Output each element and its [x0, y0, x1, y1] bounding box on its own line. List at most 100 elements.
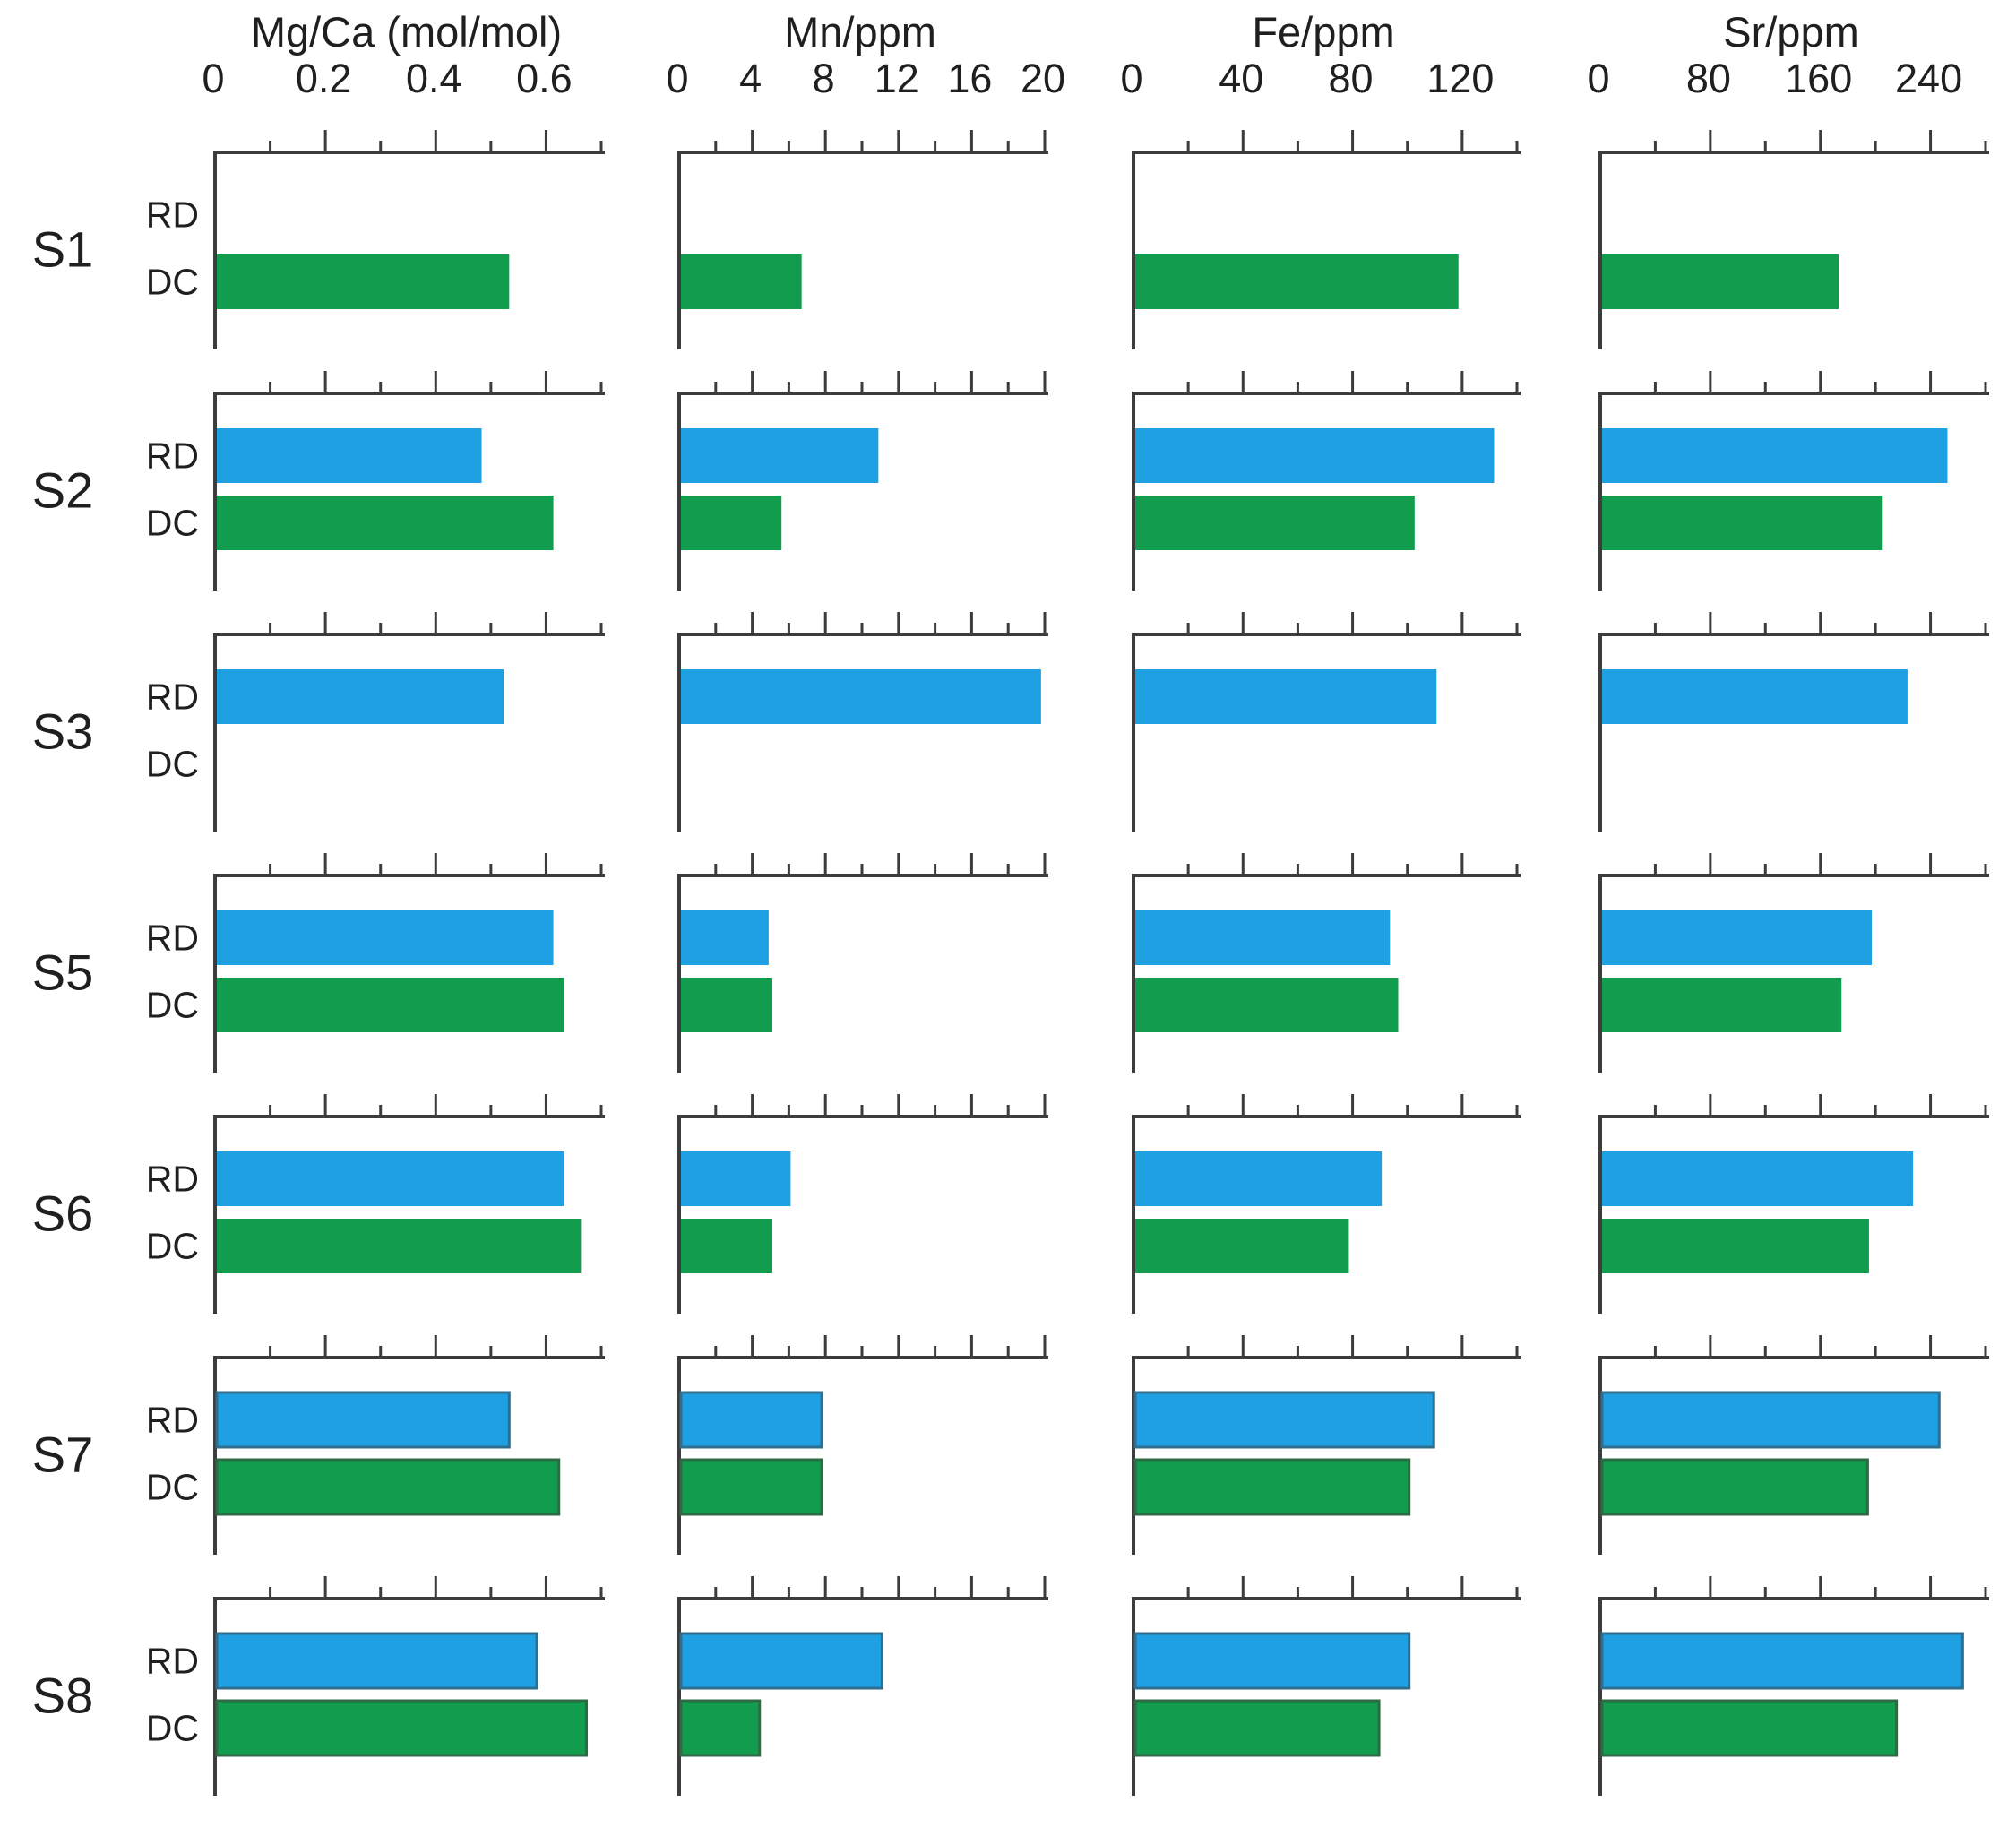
row-label-s8: S8: [31, 1667, 94, 1724]
axis-tick-label: 16: [947, 56, 993, 101]
panel-s3-0: [213, 612, 605, 832]
bar-dc-s5-col0: [217, 978, 564, 1032]
panel-s1-1: [677, 130, 1048, 349]
series-label-dc: DC: [145, 984, 199, 1025]
series-label-rd: RD: [145, 676, 199, 717]
bar-rd-s3-col2: [1135, 669, 1437, 724]
axis-tick-label: 12: [874, 56, 919, 101]
bar-dc-s5-col2: [1135, 978, 1399, 1032]
row-label-s2: S2: [31, 461, 94, 519]
bar-rd-s6-col1: [681, 1151, 791, 1206]
bar-rd-s2-col1: [681, 428, 879, 483]
bar-rd-s3-col1: [681, 669, 1041, 724]
bar-rd-s6-col3: [1602, 1151, 1914, 1206]
series-label-rd: RD: [145, 194, 199, 235]
axis-tick-label: 120: [1426, 56, 1495, 101]
bar-rd-s7-col3: [1600, 1391, 1941, 1449]
panel-s6-2: [1132, 1094, 1521, 1314]
bar-dc-s6-col1: [681, 1219, 772, 1273]
panel-s1-0: [213, 130, 605, 349]
axis-tick-label: 0.4: [406, 56, 462, 101]
bar-rd-s7-col1: [679, 1391, 823, 1449]
series-label-dc: DC: [145, 1707, 199, 1748]
series-label-rd: RD: [145, 1640, 199, 1681]
series-label-dc: DC: [145, 502, 199, 543]
panel-s5-2: [1132, 853, 1521, 1073]
series-label-rd: RD: [145, 1158, 199, 1199]
series-label-dc: DC: [145, 743, 199, 784]
axis-tick-label: 20: [1020, 56, 1066, 101]
panel-s8-0: [213, 1576, 605, 1796]
column-title-3: Sr/ppm: [1723, 8, 1859, 56]
bar-rd-s3-col3: [1602, 669, 1908, 724]
series-label-dc: DC: [145, 1466, 199, 1507]
bar-rd-s7-col0: [215, 1391, 511, 1449]
panel-s2-0: [213, 371, 605, 591]
column-title-1: Mn/ppm: [784, 8, 936, 56]
bar-dc-s2-col1: [681, 496, 782, 550]
bar-rd-s8-col1: [679, 1632, 883, 1690]
panel-s5-1: [677, 853, 1048, 1073]
panel-s2-3: [1598, 371, 1989, 591]
axis-tick-label: 160: [1785, 56, 1853, 101]
row-label-s3: S3: [31, 703, 94, 760]
series-label-dc: DC: [145, 1225, 199, 1266]
row-label-s7: S7: [31, 1426, 94, 1483]
panel-s5-0: [213, 853, 605, 1073]
panel-s6-0: [213, 1094, 605, 1314]
axis-tick-label: 80: [1685, 56, 1731, 101]
bar-dc-s1-col3: [1602, 254, 1839, 309]
panel-s1-3: [1598, 130, 1989, 349]
bar-rd-s2-col2: [1135, 428, 1495, 483]
panel-s3-1: [677, 612, 1048, 832]
bar-dc-s1-col2: [1135, 254, 1459, 309]
bar-dc-s2-col0: [217, 496, 554, 550]
bar-dc-s5-col3: [1602, 978, 1842, 1032]
axis-tick-label: 8: [812, 56, 835, 101]
row-label-s6: S6: [31, 1185, 94, 1242]
bar-dc-s6-col0: [217, 1219, 582, 1273]
bar-dc-s6-col2: [1135, 1219, 1349, 1273]
axis-tick-label: 0: [666, 56, 689, 101]
axis-tick-label: 240: [1895, 56, 1963, 101]
bar-rd-s8-col0: [215, 1632, 538, 1690]
bar-dc-s2-col3: [1602, 496, 1883, 550]
panel-s8-1: [677, 1576, 1048, 1796]
bar-rd-s8-col3: [1600, 1632, 1964, 1690]
panel-s3-3: [1598, 612, 1989, 832]
series-label-dc: DC: [145, 261, 199, 302]
panel-s1-2: [1132, 130, 1521, 349]
panel-s8-2: [1132, 1576, 1521, 1796]
bar-rd-s6-col2: [1135, 1151, 1383, 1206]
column-title-2: Fe/ppm: [1252, 8, 1395, 56]
bar-rd-s3-col0: [217, 669, 504, 724]
panel-s7-3: [1598, 1335, 1989, 1555]
panel-s7-1: [677, 1335, 1048, 1555]
bar-dc-s2-col2: [1135, 496, 1415, 550]
bar-dc-s7-col3: [1600, 1458, 1869, 1516]
bar-rd-s5-col3: [1602, 910, 1872, 965]
row-label-s1: S1: [31, 220, 94, 278]
panel-s2-2: [1132, 371, 1521, 591]
panel-s8-3: [1598, 1576, 1989, 1796]
axis-tick-label: 40: [1219, 56, 1264, 101]
series-label-rd: RD: [145, 1399, 199, 1440]
panel-s5-3: [1598, 853, 1989, 1073]
series-label-rd: RD: [145, 917, 199, 958]
axis-tick-label: 80: [1328, 56, 1374, 101]
bar-rd-s2-col3: [1602, 428, 1948, 483]
axis-tick-label: 0: [202, 56, 225, 101]
bar-dc-s7-col2: [1133, 1458, 1411, 1516]
bar-dc-s1-col0: [217, 254, 510, 309]
bar-rd-s5-col2: [1135, 910, 1391, 965]
panel-s6-1: [677, 1094, 1048, 1314]
bar-dc-s7-col1: [679, 1458, 823, 1516]
bar-rd-s5-col0: [217, 910, 554, 965]
column-title-0: Mg/Ca (mol/mol): [250, 8, 563, 56]
bar-dc-s5-col1: [681, 978, 772, 1032]
bar-dc-s1-col1: [681, 254, 802, 309]
bar-dc-s8-col3: [1600, 1699, 1899, 1757]
axis-tick-label: 0.2: [295, 56, 352, 101]
axis-tick-label: 0: [1120, 56, 1143, 101]
